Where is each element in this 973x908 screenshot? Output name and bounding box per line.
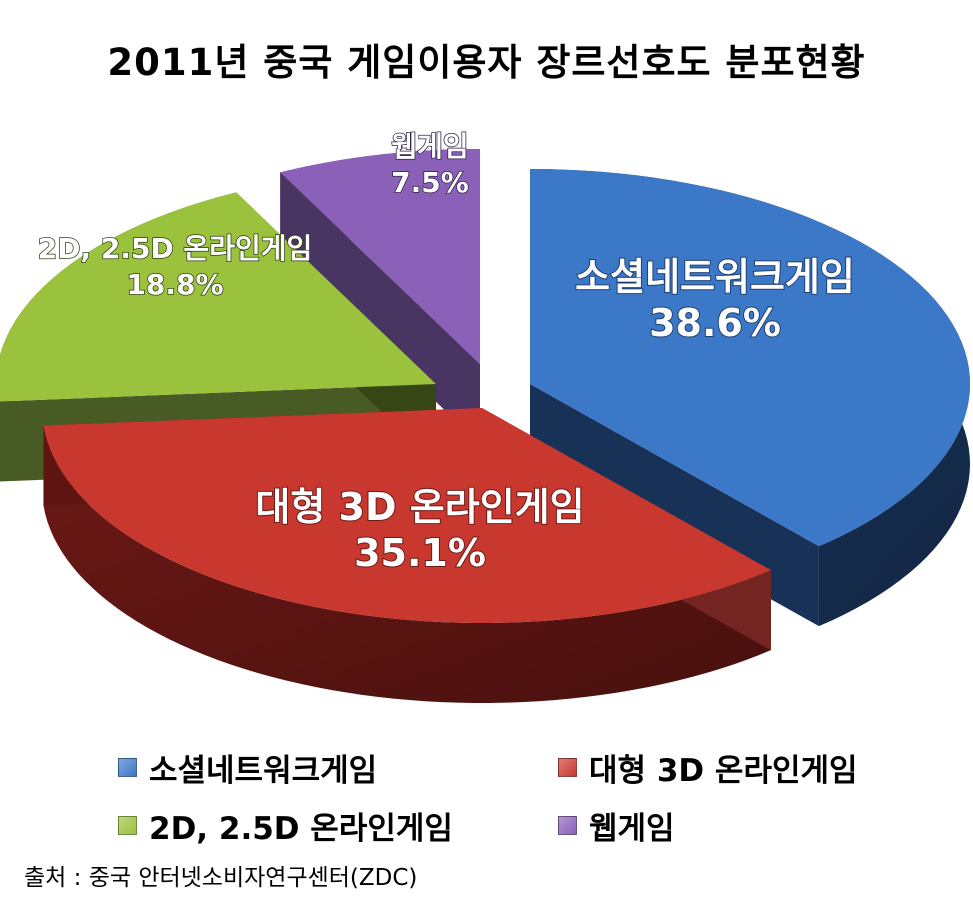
legend-item-2d-online: 2D, 2.5D 온라인게임: [118, 803, 453, 848]
slice-label-social: 소셜네트워크게임: [575, 255, 855, 299]
source-note: 출처 : 중국 안터넷소비자연구센터(ZDC): [24, 865, 418, 891]
slice-label-3d-online: 대형 3D 온라인게임: [255, 485, 584, 529]
slice-percent-3d-online: 35.1%: [354, 531, 486, 575]
pie-slice-top-web: [280, 149, 480, 364]
pie-slice-wall-web: [280, 172, 480, 444]
slice-percent-2d-online: 18.8%: [126, 268, 223, 301]
legend-swatch-social: [118, 758, 137, 777]
pie-slice-web: [280, 149, 480, 444]
legend-swatch-web: [558, 816, 577, 835]
pie-slice-top-3d-online: [43, 408, 771, 623]
legend-label-web: 웹게임: [589, 811, 675, 847]
slice-percent-social: 38.6%: [649, 301, 781, 345]
chart-title: 2011년 중국 게임이용자 장르선호도 분포현황: [107, 41, 866, 84]
legend-label-2d-online: 2D, 2.5D 온라인게임: [149, 811, 453, 847]
slice-percent-web: 7.5%: [391, 166, 469, 199]
slice-label-2d-online: 2D, 2.5D 온라인게임: [38, 232, 313, 265]
legend-label-3d-online: 대형 3D 온라인게임: [589, 753, 858, 789]
legend-item-social: 소셜네트워크게임: [118, 745, 377, 790]
legend-swatch-2d-online: [118, 816, 137, 835]
pie-slice-3d-online: [43, 408, 771, 703]
legend-item-3d-online: 대형 3D 온라인게임: [558, 745, 858, 790]
pie-slice-top-social: [530, 169, 970, 547]
legend-item-web: 웹게임: [558, 803, 675, 848]
legend-swatch-3d-online: [558, 758, 577, 777]
legend-label-social: 소셜네트워크게임: [149, 753, 378, 789]
pie-slice-top-2d-online: [0, 192, 436, 402]
pie-slice-side-3d-online: [43, 425, 771, 703]
slice-label-web: 웹게임: [391, 130, 468, 163]
